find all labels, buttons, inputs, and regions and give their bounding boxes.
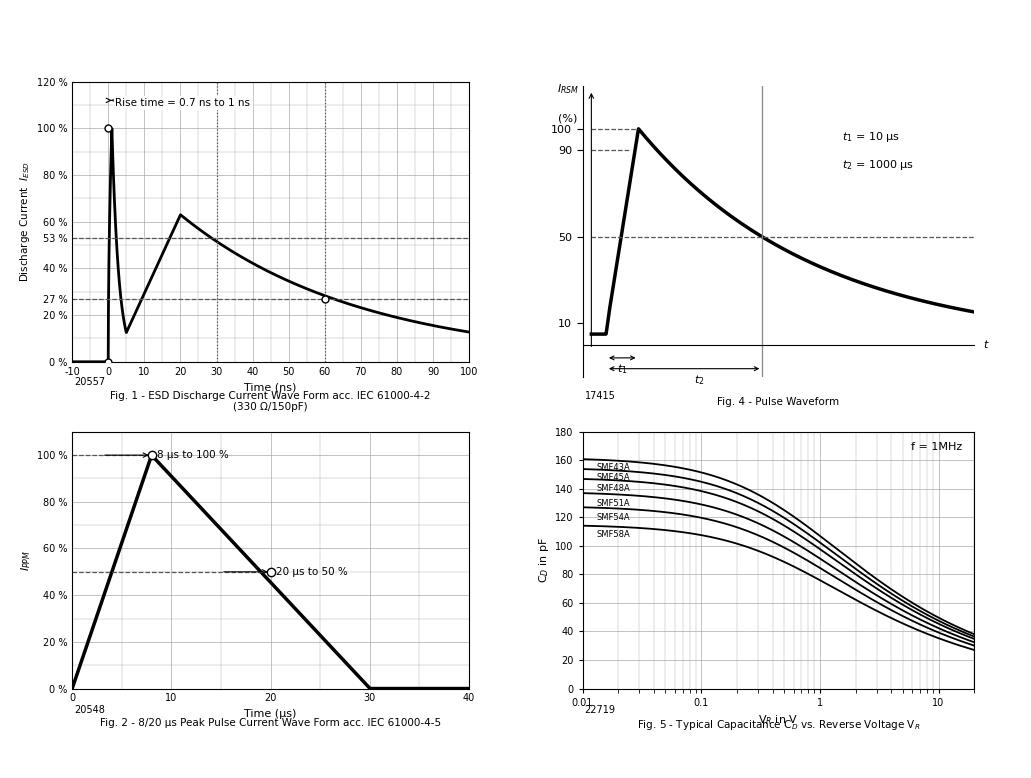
- Text: Fig. 5 - Typical Capacitance C$_D$ vs. Reverse Voltage V$_R$: Fig. 5 - Typical Capacitance C$_D$ vs. R…: [637, 718, 920, 732]
- Text: 17415: 17415: [585, 391, 616, 401]
- Text: t: t: [984, 340, 988, 350]
- Text: SMF45A: SMF45A: [596, 473, 630, 482]
- Text: (%): (%): [558, 114, 577, 124]
- Text: $t_2$ = 1000 µs: $t_2$ = 1000 µs: [841, 158, 913, 172]
- Text: Fig. 1 - ESD Discharge Current Wave Form acc. IEC 61000-4-2
(330 Ω/150pF): Fig. 1 - ESD Discharge Current Wave Form…: [110, 391, 430, 412]
- Text: 20557: 20557: [74, 377, 105, 387]
- Y-axis label: C$_D$ in pF: C$_D$ in pF: [537, 537, 551, 584]
- Text: SMF58A: SMF58A: [596, 530, 630, 539]
- Text: SMF43A: SMF43A: [596, 463, 630, 472]
- Text: 22719: 22719: [585, 705, 616, 715]
- Text: Fig. 2 - 8/20 μs Peak Pulse Current Wave Form acc. IEC 61000-4-5: Fig. 2 - 8/20 μs Peak Pulse Current Wave…: [100, 718, 440, 728]
- Text: $t_2$: $t_2$: [694, 373, 704, 387]
- Text: $I_{RSM}$: $I_{RSM}$: [557, 82, 578, 96]
- Text: 20 μs to 50 %: 20 μs to 50 %: [275, 567, 347, 576]
- Text: 20548: 20548: [74, 705, 105, 715]
- Text: Rise time = 0.7 ns to 1 ns: Rise time = 0.7 ns to 1 ns: [115, 98, 251, 107]
- Y-axis label: $I_{PPM}$: $I_{PPM}$: [19, 549, 33, 571]
- Text: SMF51A: SMF51A: [596, 499, 630, 507]
- Text: Fig. 4 - Pulse Waveform: Fig. 4 - Pulse Waveform: [718, 397, 839, 407]
- Text: SMF48A: SMF48A: [596, 485, 630, 493]
- X-axis label: Time (ns): Time (ns): [244, 382, 297, 392]
- Text: $t_1$ = 10 µs: $t_1$ = 10 µs: [841, 130, 900, 144]
- X-axis label: Time (μs): Time (μs): [244, 709, 297, 719]
- Y-axis label: Discharge Current  $I_{ESD}$: Discharge Current $I_{ESD}$: [19, 161, 32, 282]
- Text: SMF54A: SMF54A: [596, 513, 630, 522]
- X-axis label: V$_R$ in V: V$_R$ in V: [759, 713, 798, 727]
- Text: 8 μs to 100 %: 8 μs to 100 %: [157, 450, 228, 460]
- Text: $t_1$: $t_1$: [617, 363, 628, 376]
- Text: f = 1MHz: f = 1MHz: [911, 442, 963, 452]
